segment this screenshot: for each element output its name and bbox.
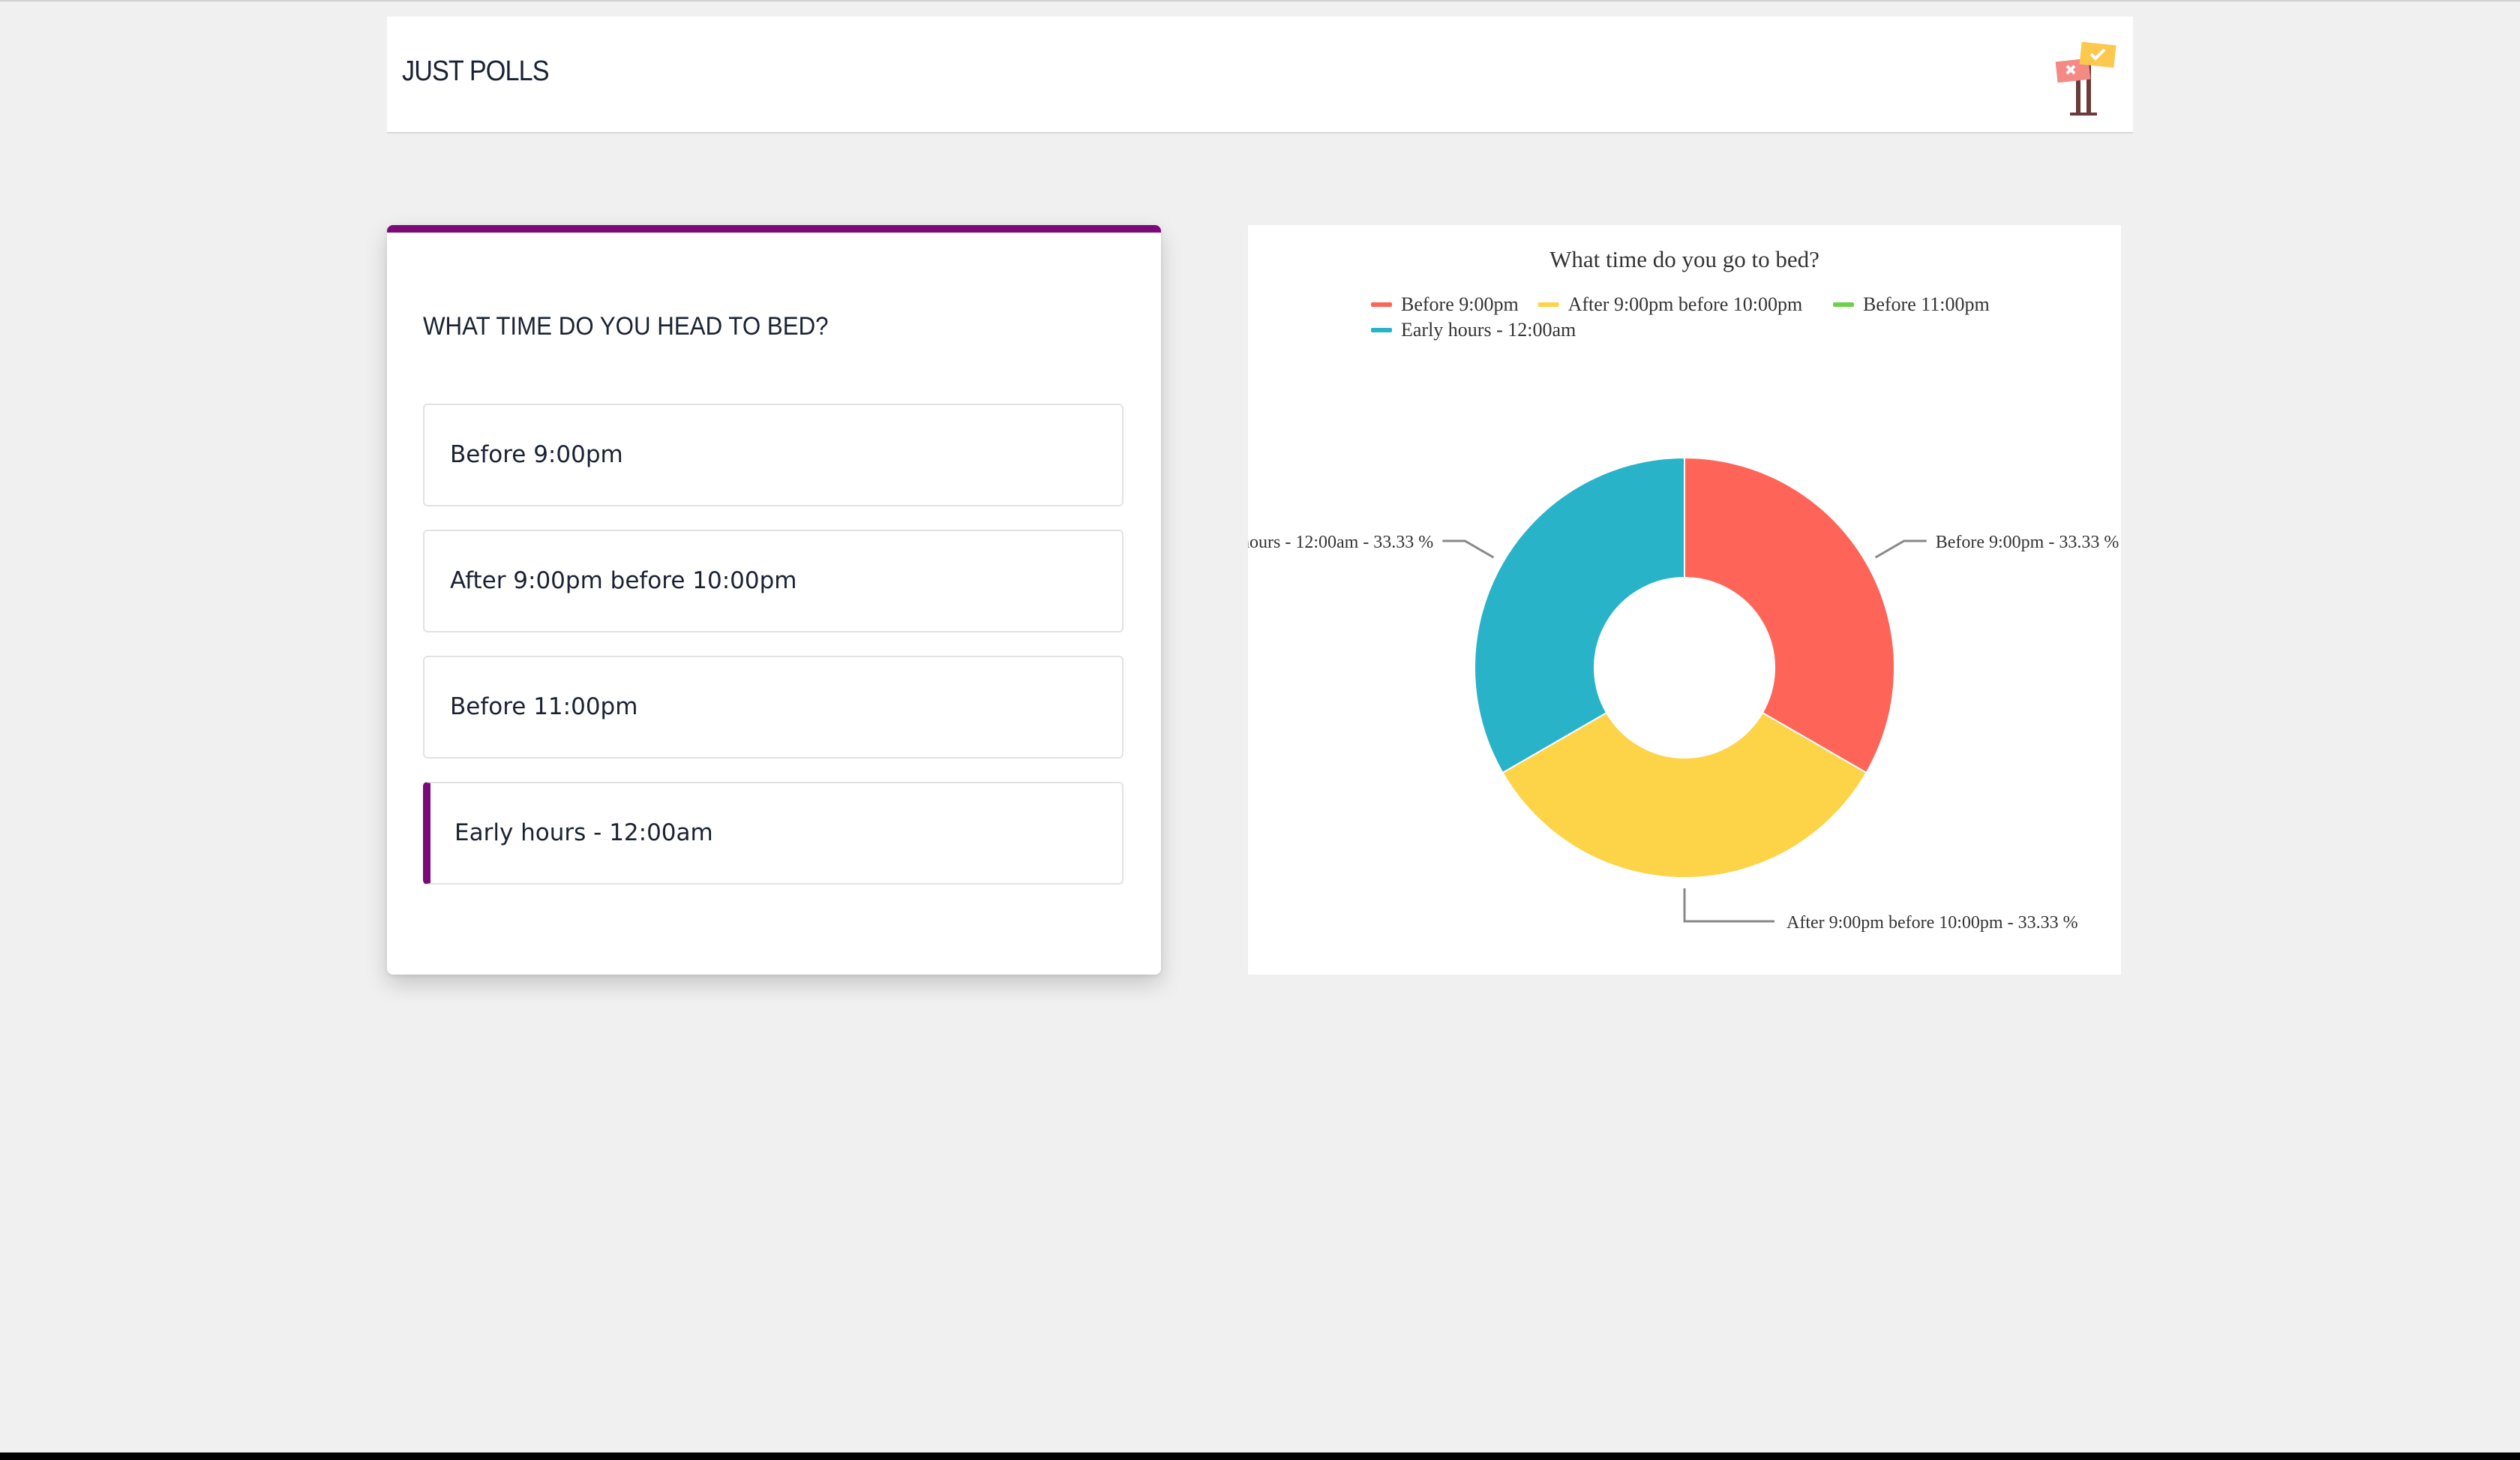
poll-option-before-9pm[interactable]: Before 9:00pm	[423, 404, 1124, 506]
donut-slice	[1684, 456, 1895, 774]
top-nav-bar: JUST POLLS	[387, 17, 2133, 134]
poll-option-label: Before 9:00pm	[450, 441, 623, 468]
poll-option-early-hours[interactable]: Early hours - 12:00am	[423, 782, 1124, 885]
legend-item: Before 11:00pm	[1863, 293, 1990, 315]
poll-option-label: Before 11:00pm	[450, 693, 638, 720]
donut-chart: What time do you go to bed? Before 9:00pm…	[1248, 246, 2120, 933]
slice-leader-line	[1442, 539, 1495, 559]
legend-item: Before 9:00pm	[1401, 293, 1519, 315]
polls-signpost-icon[interactable]	[2055, 41, 2118, 116]
slice-label: Before 9:00pm - 33.33 %	[1936, 533, 2120, 552]
poll-option-label: After 9:00pm before 10:00pm	[450, 567, 797, 594]
slice-label: Early hours - 12:00am - 33.33 %	[1248, 533, 1433, 552]
poll-question: WHAT TIME DO YOU HEAD TO BED?	[423, 312, 829, 341]
legend-swatch	[1371, 328, 1392, 332]
results-chart-card: What time do you go to bed? Before 9:00pm…	[1248, 225, 2121, 975]
chart-title: What time do you go to bed?	[1550, 246, 1820, 272]
poll-option-label: Early hours - 12:00am	[454, 819, 713, 846]
slice-leader-line	[1874, 539, 1927, 559]
legend-swatch	[1538, 302, 1559, 307]
poll-option-9pm-to-10pm[interactable]: After 9:00pm before 10:00pm	[423, 530, 1124, 632]
legend-item: After 9:00pm before 10:00pm	[1568, 293, 1803, 315]
legend-swatch	[1833, 302, 1854, 307]
poll-card: WHAT TIME DO YOU HEAD TO BED? Before 9:0…	[387, 225, 1161, 975]
donut-slice	[1474, 456, 1685, 774]
slice-leader-line	[1683, 888, 1774, 923]
poll-option-before-11pm[interactable]: Before 11:00pm	[423, 656, 1124, 759]
donut-slice	[1502, 711, 1868, 879]
brand-title[interactable]: JUST POLLS	[402, 56, 550, 87]
legend-swatch	[1371, 302, 1392, 307]
legend-item: Early hours - 12:00am	[1401, 319, 1576, 341]
slice-label: After 9:00pm before 10:00pm - 33.33 %	[1786, 913, 2078, 933]
